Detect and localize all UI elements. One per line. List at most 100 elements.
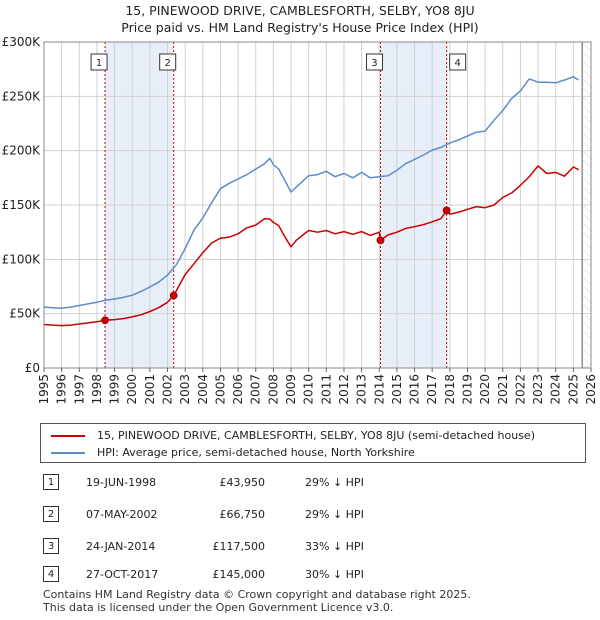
x-tick-label: 2010 [302,374,316,405]
future-hatch [581,266,592,277]
sale-hpi-diff: 30% ↓ HPI [305,568,364,581]
sale-label-box [90,53,108,71]
future-hatch [581,194,592,205]
table-row: 2 07-MAY-2002 £66,750 29% ↓ HPI [0,505,600,525]
future-hatch [581,284,592,295]
future-hatch [581,122,592,133]
legend-swatch-property [51,435,85,437]
table-row: 1 19-JUN-1998 £43,950 29% ↓ HPI [0,473,600,493]
sale-label-text: 4 [454,58,460,69]
future-hatch [581,293,592,304]
y-tick-label: £250K [2,89,42,103]
future-hatch [581,104,592,115]
x-tick-label: 1997 [72,374,86,405]
future-hatch [581,158,592,169]
sale-hpi-diff: 29% ↓ HPI [305,476,364,489]
x-tick-label: 2022 [513,374,527,405]
future-hatch [581,77,592,88]
x-tick-label: 2020 [478,374,492,405]
future-hatch [581,203,592,214]
x-tick-label: 2017 [425,374,439,405]
future-hatch [581,95,592,106]
future-hatch [581,302,592,313]
sale-hpi-diff: 29% ↓ HPI [305,508,364,521]
x-tick-label: 2023 [531,374,545,405]
future-hatch [581,338,592,349]
table-row: 3 24-JAN-2014 £117,500 33% ↓ HPI [0,537,600,557]
future-hatch [581,50,592,61]
sale-label-box [365,53,383,71]
future-hatch [581,257,592,268]
sale-point [169,291,178,300]
plot-frame [43,41,592,369]
future-hatch [581,248,592,259]
y-tick-label: £150K [2,198,42,212]
x-tick-label: 1996 [55,374,69,405]
future-hatch [581,212,592,223]
x-tick-label: 2002 [161,374,175,405]
x-tick-label: 2006 [231,374,245,405]
future-hatch [581,185,592,196]
sale-date: 07-MAY-2002 [86,508,158,521]
sale-date: 27-OCT-2017 [86,568,159,581]
x-tick-label: 2008 [266,374,280,405]
legend-swatch-hpi [51,452,85,454]
future-hatch [581,167,592,178]
sale-label-text: 3 [371,58,377,69]
future-hatch [581,86,592,97]
y-tick-label: £200K [2,144,42,158]
y-tick-label: £50K [9,307,41,321]
footer: Contains HM Land Registry data © Crown c… [43,588,471,614]
future-hatch [581,41,592,52]
future-hatch [581,275,592,286]
future-hatch [581,131,592,142]
future-hatch [581,113,592,124]
property-price-line [43,165,579,327]
sale-label-boxes: 1 2 3 4 [90,53,467,71]
sale-label-box [449,53,467,71]
future-hatch [581,68,592,79]
legend-label-property: 15, PINEWOOD DRIVE, CAMBLESFORTH, SELBY,… [97,429,535,442]
sale-price: £145,000 [212,568,266,581]
x-tick-label: 2015 [390,374,404,405]
sale-hpi-diff: 33% ↓ HPI [305,540,364,553]
sale-label-text: 2 [165,58,171,69]
x-tick-label: 2009 [284,374,298,405]
x-tick-label: 2026 [584,374,598,405]
future-hatch [581,149,592,160]
future-hatch [581,311,592,322]
future-hatch [581,239,592,250]
future-hatch [581,356,592,367]
title-line-2: Price paid vs. HM Land Registry's House … [121,20,479,35]
future-hatch [581,140,592,151]
x-tick-label: 2013 [355,374,369,405]
x-tick-label: 2019 [460,374,474,405]
y-tick-label: £100K [2,252,42,266]
sale-number-badge: 4 [43,566,59,582]
footer-line-2: This data is licensed under the Open Gov… [43,601,394,614]
future-hatch [581,221,592,232]
x-tick-label: 2014 [372,374,386,405]
title-line-1: 15, PINEWOOD DRIVE, CAMBLESFORTH, SELBY,… [125,3,475,18]
x-tick-label: 2021 [496,374,510,405]
sale-label-box [159,53,177,71]
x-tick-label: 2016 [408,374,422,405]
future-hatch [581,59,592,70]
x-tick-label: 2005 [213,374,227,405]
sale-number-badge: 3 [43,538,59,554]
x-tick-label: 2007 [249,374,263,405]
sale-point [376,236,385,245]
x-tick-label: 2011 [319,374,333,405]
legend-label-hpi: HPI: Average price, semi-detached house,… [97,446,415,459]
y-tick-label: £0 [25,361,40,375]
sale-price: £43,950 [219,476,266,489]
sale-number-badge: 1 [43,474,59,490]
x-tick-label: 2003 [178,374,192,405]
x-tick-label: 2012 [337,374,351,405]
future-hatch [581,320,592,331]
sale-point [101,316,109,325]
chart: 1 2 3 4 £0 £50K £100K £150K £200K £250K £300K 1995… [2,35,598,405]
sale-number-badge: 2 [43,506,59,522]
x-tick-label: 1998 [90,374,104,405]
